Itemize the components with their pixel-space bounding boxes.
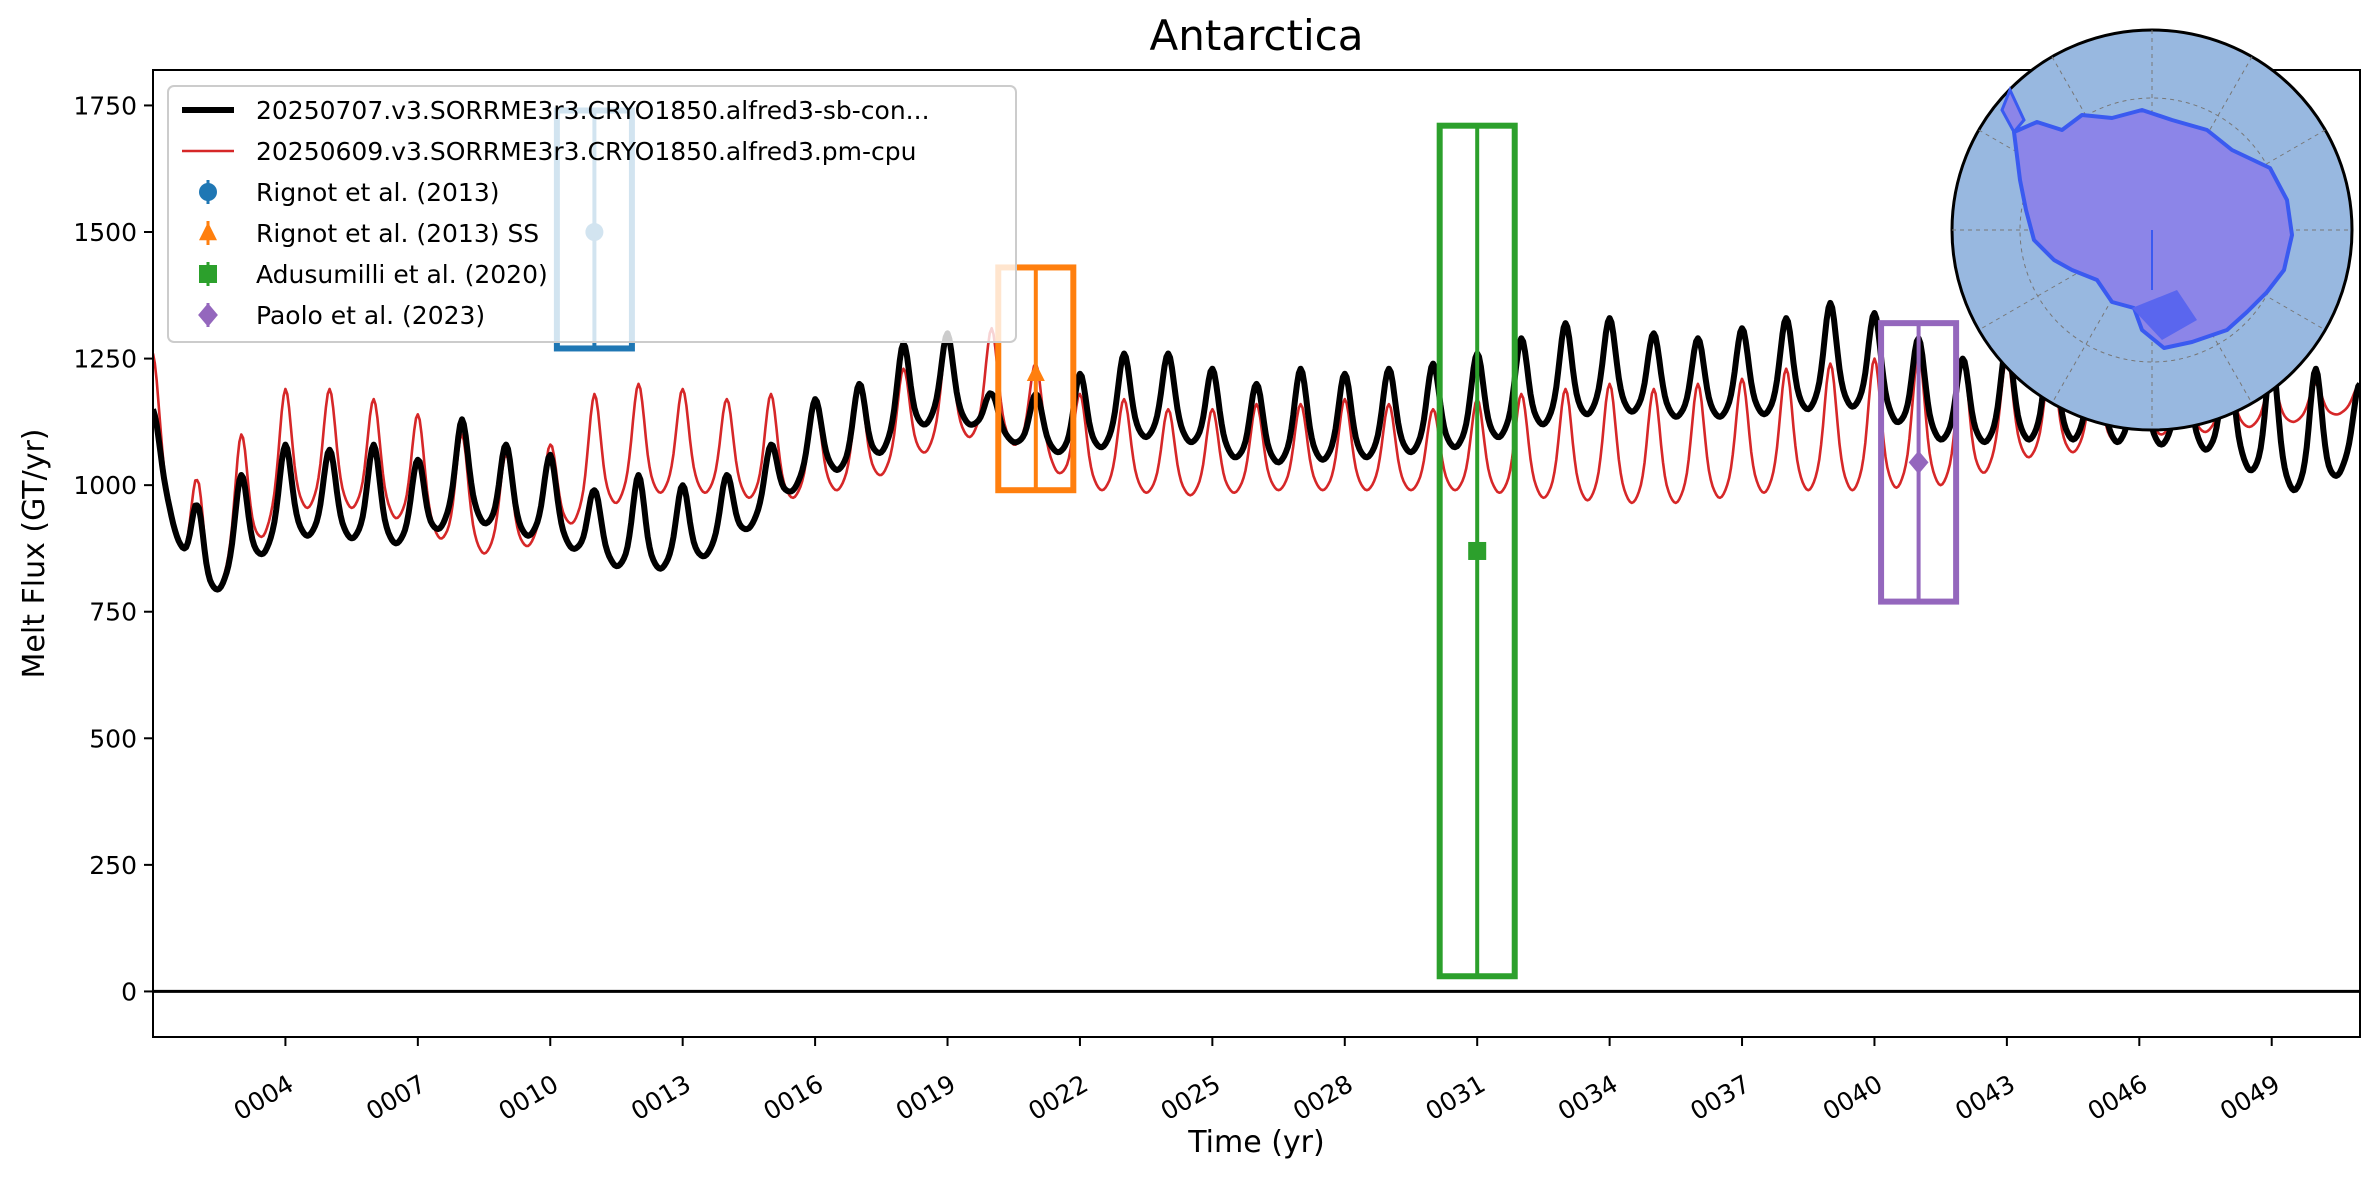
triangle-marker [199,222,217,241]
x-tick-label: 0016 [758,1069,828,1126]
observation-2 [995,264,1077,494]
series-line-sb-con [153,299,2360,593]
x-tick-label: 0007 [361,1069,431,1126]
legend-label: Adusumilli et al. (2020) [256,260,548,289]
y-tick-label: 500 [89,724,137,753]
y-tick-label: 250 [89,851,137,880]
diamond-marker [1908,450,1929,475]
legend-entry: 20250609.v3.SORRME3r3.CRYO1850.alfred3.p… [182,137,917,166]
x-tick-label: 0010 [494,1069,564,1126]
x-tick-label: 0013 [626,1069,696,1126]
chart-title: Antarctica [1150,11,1364,60]
x-tick-label: 0043 [1950,1069,2020,1126]
antarctica-inset-map [1950,28,2354,432]
x-axis-title: Time (yr) [1187,1125,1324,1160]
legend-label: Rignot et al. (2013) SS [256,219,539,248]
plot-frame [152,69,2361,1038]
square-marker [199,265,217,283]
x-tick-label: 0004 [229,1069,299,1126]
legend-entry: Rignot et al. (2013) [199,178,500,207]
series-line-pm-cpu [153,326,2360,591]
legend-label: Rignot et al. (2013) [256,178,500,207]
x-tick-label: 0022 [1023,1069,1093,1126]
legend-frame [167,85,1017,343]
x-tick-label: 0034 [1553,1069,1623,1126]
x-tick-label: 0046 [2083,1069,2153,1126]
legend-label: 20250707.v3.SORRME3r3.CRYO1850.alfred3-s… [256,96,930,125]
x-tick-label: 0025 [1156,1069,1226,1126]
legend: 20250707.v3.SORRME3r3.CRYO1850.alfred3-s… [167,85,1017,343]
x-tick-label: 0037 [1685,1069,1755,1126]
legend-entry: 20250707.v3.SORRME3r3.CRYO1850.alfred3-s… [182,96,930,125]
y-tick-label: 1750 [73,91,137,120]
x-tick-label: 0028 [1288,1069,1358,1126]
y-tick-label: 1500 [73,218,137,247]
observation-4 [1878,320,1960,605]
diamond-marker [198,303,218,327]
y-tick-label: 750 [89,598,137,627]
legend-label: Paolo et al. (2023) [256,301,485,330]
circle-marker [199,183,217,201]
legend-label: 20250609.v3.SORRME3r3.CRYO1850.alfred3.p… [256,137,917,166]
legend-entry: Paolo et al. (2023) [198,301,485,330]
y-axis-title: Melt Flux (GT/yr) [17,429,52,679]
antarctic-peninsula [2000,86,2026,135]
x-tick-label: 0031 [1421,1069,1491,1126]
x-tick-label: 0040 [1818,1069,1888,1126]
antarctica-landmass [2012,108,2294,350]
triangle-marker [1026,362,1045,381]
ross-ice-shelf [2132,290,2197,340]
observation-3 [1436,122,1518,980]
y-tick-label: 1250 [73,345,137,374]
legend-entry: Rignot et al. (2013) SS [199,219,539,248]
square-marker [1468,541,1487,560]
x-tick-label: 0019 [891,1069,961,1126]
y-tick-label: 1000 [73,471,137,500]
x-tick-label: 0049 [2215,1069,2285,1126]
y-tick-label: 0 [121,977,137,1006]
legend-entry: Adusumilli et al. (2020) [199,260,548,289]
